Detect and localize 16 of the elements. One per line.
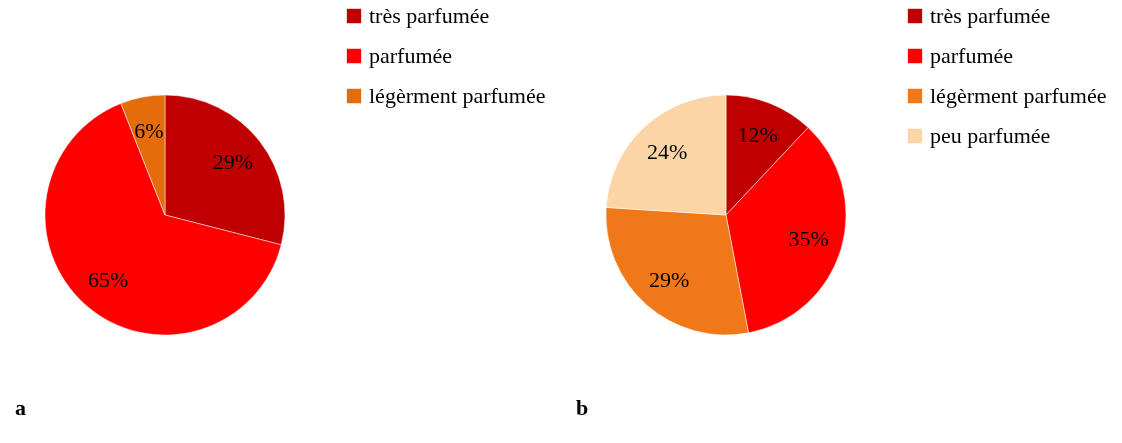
legend-label: parfumée [930, 43, 1014, 68]
data-label: 24% [646, 139, 688, 165]
data-label: 35% [788, 225, 829, 251]
legend-label: parfumée [369, 43, 453, 68]
legend-label: très parfumée [369, 3, 490, 28]
legend-label: peu parfumée [930, 123, 1051, 148]
data-label: 29% [648, 266, 690, 292]
data-label: 12% [737, 122, 778, 148]
text: a [15, 395, 26, 420]
data-label: 65% [87, 266, 129, 292]
data-label: 6% [134, 117, 164, 143]
text: b [576, 395, 589, 420]
legend-label: légèrment parfumée [930, 83, 1107, 108]
data-label: 29% [212, 149, 254, 175]
legend-label: légèrment parfumée [369, 83, 546, 108]
legend-label: très parfumée [930, 3, 1051, 28]
